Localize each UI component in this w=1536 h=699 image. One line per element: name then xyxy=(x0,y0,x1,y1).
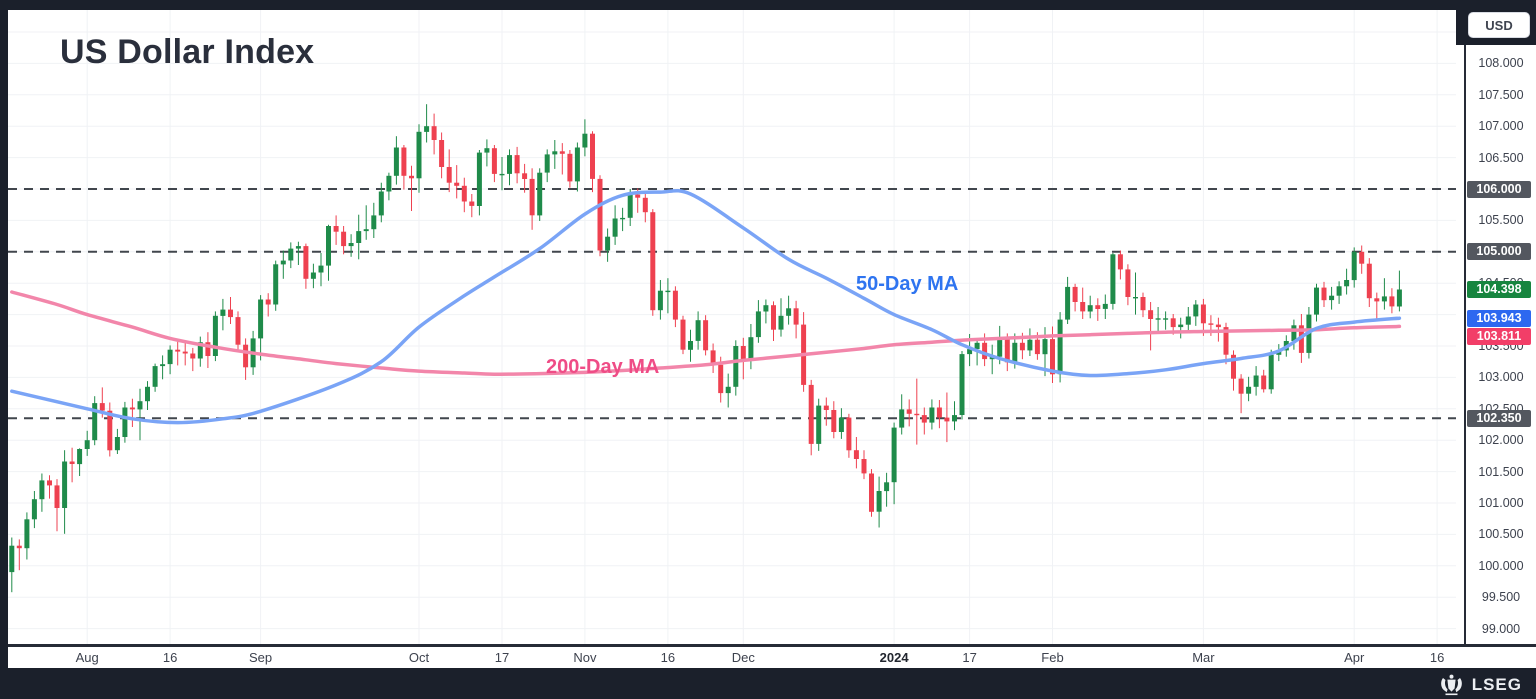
time-tick-label: Dec xyxy=(731,650,755,665)
price-tick-label: 107.000 xyxy=(1478,119,1524,134)
price-axis[interactable] xyxy=(1456,45,1536,668)
ma50-value-badge: 103.943 xyxy=(1467,309,1531,327)
price-tick-label: 101.000 xyxy=(1478,496,1524,510)
price-level-badge: 102.350 xyxy=(1467,409,1531,427)
time-tick-label: 17 xyxy=(962,650,977,665)
price-tick-label: 106.500 xyxy=(1478,150,1524,165)
time-tick-label: Feb xyxy=(1041,650,1064,665)
plot-background xyxy=(8,10,1456,644)
time-tick-label: Aug xyxy=(75,650,99,665)
price-axis-border xyxy=(1464,45,1466,668)
time-tick-label: 16 xyxy=(1429,650,1445,665)
price-tick-label: 107.500 xyxy=(1478,87,1524,102)
last-price-badge: 104.398 xyxy=(1467,281,1531,299)
currency-button[interactable]: USD xyxy=(1468,12,1530,38)
time-tick-label: Oct xyxy=(408,650,430,665)
time-tick-label: Sep xyxy=(249,650,273,665)
price-tick-label: 100.000 xyxy=(1478,558,1524,573)
time-tick-label: 16 xyxy=(660,650,676,665)
time-axis[interactable] xyxy=(8,644,1536,668)
ma200-annotation-label: 200-Day MA xyxy=(546,356,660,378)
lseg-crest-icon xyxy=(1438,673,1465,697)
price-level-badge: 106.000 xyxy=(1467,180,1531,198)
ma50-annotation-label: 50-Day MA xyxy=(856,273,959,295)
time-tick-label: 17 xyxy=(494,650,510,665)
lseg-wordmark: LSEG xyxy=(1471,675,1522,694)
time-tick-label: 2024 xyxy=(879,650,909,665)
price-level-badge: 105.000 xyxy=(1467,243,1531,261)
time-tick-label: Apr xyxy=(1344,650,1365,665)
price-tick-label: 99.000 xyxy=(1481,621,1521,636)
ma200-value-badge: 103.811 xyxy=(1467,327,1531,345)
footer-brand: LSEG xyxy=(1438,672,1522,698)
price-tick-label: 108.000 xyxy=(1478,56,1524,71)
price-tick-label: 99.500 xyxy=(1481,590,1521,605)
time-tick-label: Nov xyxy=(573,650,597,665)
price-tick-label: 102.000 xyxy=(1478,433,1524,448)
price-tick-label: 103.000 xyxy=(1478,370,1524,385)
candlestick-plot[interactable] xyxy=(8,10,1456,644)
page-title: US Dollar Index xyxy=(60,33,315,71)
price-tick-label: 105.500 xyxy=(1478,213,1524,228)
price-tick-label: 100.500 xyxy=(1478,527,1524,542)
price-tick-label: 101.500 xyxy=(1478,464,1524,479)
time-tick-label: 16 xyxy=(162,650,178,665)
time-tick-label: Mar xyxy=(1192,650,1215,665)
